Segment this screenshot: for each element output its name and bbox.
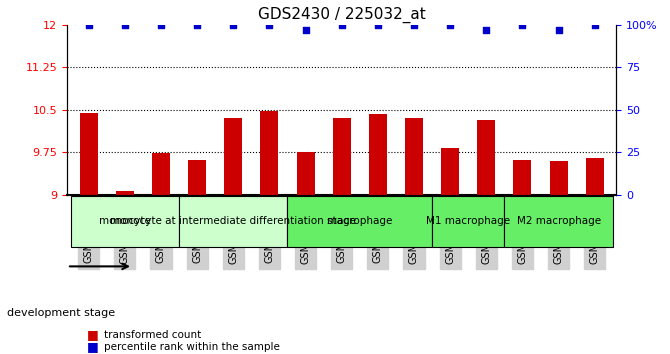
Bar xyxy=(224,118,243,195)
Bar xyxy=(513,160,531,195)
FancyBboxPatch shape xyxy=(505,196,613,247)
Point xyxy=(192,22,202,28)
Bar xyxy=(297,152,315,195)
Bar xyxy=(405,118,423,195)
Text: ■: ■ xyxy=(87,328,99,341)
Point xyxy=(119,22,130,28)
FancyBboxPatch shape xyxy=(70,196,179,247)
FancyBboxPatch shape xyxy=(179,196,287,247)
Text: monocyte: monocyte xyxy=(99,216,151,226)
Bar xyxy=(369,114,387,195)
Text: M2 macrophage: M2 macrophage xyxy=(517,216,600,226)
Point xyxy=(300,27,311,33)
Point xyxy=(553,27,564,33)
Bar xyxy=(152,153,170,195)
Title: GDS2430 / 225032_at: GDS2430 / 225032_at xyxy=(258,7,425,23)
Text: M1 macrophage: M1 macrophage xyxy=(426,216,511,226)
Point xyxy=(336,22,347,28)
Text: development stage: development stage xyxy=(7,308,115,318)
Bar xyxy=(80,113,98,195)
Bar xyxy=(441,148,459,195)
Point xyxy=(409,22,419,28)
Bar xyxy=(586,158,604,195)
Point xyxy=(590,22,600,28)
Point xyxy=(517,22,528,28)
Bar xyxy=(477,120,495,195)
Point xyxy=(228,22,239,28)
Bar xyxy=(261,111,279,195)
Text: ■: ■ xyxy=(87,341,99,353)
Point xyxy=(373,22,383,28)
FancyBboxPatch shape xyxy=(287,196,432,247)
Bar xyxy=(549,161,567,195)
Text: percentile rank within the sample: percentile rank within the sample xyxy=(104,342,280,352)
Text: macrophage: macrophage xyxy=(327,216,393,226)
Point xyxy=(481,27,492,33)
Bar xyxy=(188,160,206,195)
FancyBboxPatch shape xyxy=(432,196,505,247)
Point xyxy=(155,22,166,28)
Point xyxy=(264,22,275,28)
Text: monocyte at intermediate differentiation stage: monocyte at intermediate differentiation… xyxy=(111,216,356,226)
Text: transformed count: transformed count xyxy=(104,330,201,339)
Point xyxy=(445,22,456,28)
Point xyxy=(83,22,94,28)
Bar xyxy=(116,191,134,195)
Bar xyxy=(333,118,350,195)
